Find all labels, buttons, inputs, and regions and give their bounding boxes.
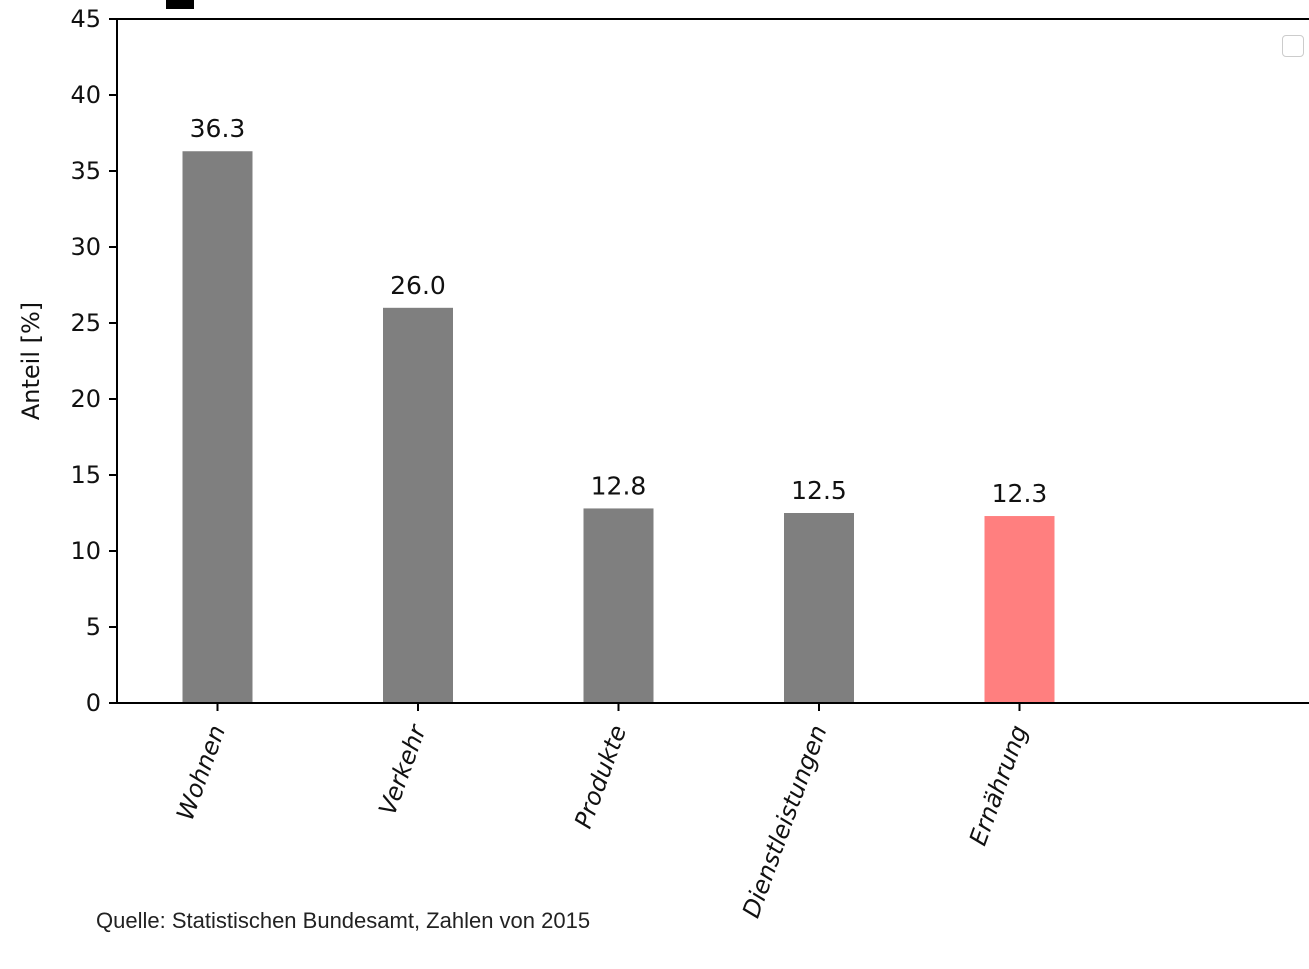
y-tick-label: 45 (70, 5, 101, 33)
x-tick-label: Wohnen (171, 721, 231, 823)
bar-wohnen (182, 151, 253, 704)
value-label: 12.3 (992, 479, 1048, 508)
value-label: 12.5 (791, 476, 847, 505)
x-tick-label: Produkte (569, 721, 632, 832)
bar-verkehr (383, 307, 453, 703)
bar-produkte (583, 508, 654, 703)
y-tick-label: 20 (70, 385, 101, 413)
y-tick-label: 5 (86, 613, 101, 641)
value-label: 36.3 (190, 114, 246, 143)
y-tick-label: 0 (86, 689, 101, 717)
bar-ernährung (984, 516, 1055, 703)
x-tick-label: Dienstleistungen (737, 721, 833, 921)
bar-dienstleistungen (784, 513, 854, 703)
legend-box (1282, 35, 1304, 57)
y-tick-label: 10 (70, 537, 101, 565)
cropped-title-mark (166, 0, 194, 9)
y-tick-label: 25 (70, 309, 101, 337)
y-tick-label: 15 (70, 461, 101, 489)
y-tick-label: 35 (70, 157, 101, 185)
value-label: 26.0 (390, 271, 446, 300)
y-tick-label: 40 (70, 81, 101, 109)
value-label: 12.8 (591, 471, 647, 500)
x-tick-label: Verkehr (373, 719, 432, 818)
y-axis-label: Anteil [%] (17, 302, 45, 420)
y-tick-label: 30 (70, 233, 101, 261)
source-note: Quelle: Statistischen Bundesamt, Zahlen … (96, 908, 591, 933)
x-tick-label: Ernährung (964, 721, 1033, 849)
